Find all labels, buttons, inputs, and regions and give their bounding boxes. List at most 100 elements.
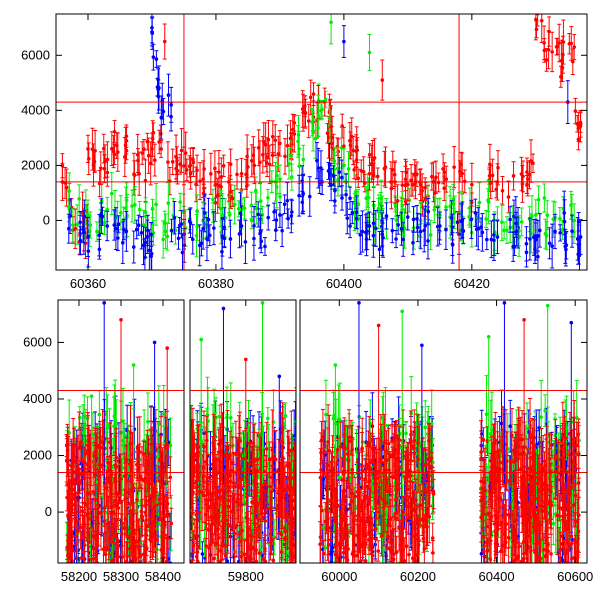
bottom-seg-0-cluster-0-red-79-marker: [65, 495, 69, 500]
top-series-1-filler-7-4: [211, 202, 216, 223]
top-series-2-filler-29-4-marker: [562, 211, 566, 215]
top-series-2-point-3: [124, 211, 129, 252]
top-series-0-point-11: [201, 160, 206, 199]
top-series-0-filler-18-5-marker: [300, 107, 305, 111]
top-series-2-filler-20-1: [384, 202, 389, 230]
top-series-2-point-20: [380, 212, 385, 257]
top-series-2-filler-28-2-marker: [536, 234, 540, 238]
top-series-0-filler-5-1-marker: [132, 172, 136, 176]
top-series-2-filler-21-1-marker: [405, 215, 410, 219]
top-series-2-filler-2-4-marker: [121, 240, 125, 245]
top-series-0-filler-17-0: [285, 124, 290, 167]
bottom-seg-0-cluster-0-red-78-marker: [165, 536, 170, 540]
top-series-0-filler-31-4-marker: [488, 162, 492, 166]
top-series-2-filler-22-4-marker: [426, 239, 430, 243]
top-series-0-point-14-marker: [239, 171, 244, 176]
top-series-1-point-13-marker: [316, 114, 321, 118]
top-series-0-point-37-marker: [572, 45, 577, 49]
top-series-0-filler-22-5-marker: [351, 148, 355, 153]
top-series-2-point-7-marker: [169, 103, 173, 107]
top-series-2-filler-20-5-marker: [381, 235, 385, 240]
bottom-seg-0-cluster-0-green-108-marker: [111, 465, 115, 470]
top-series-2-filler-2-1-marker: [116, 222, 121, 226]
top-series-1-filler-10-3: [265, 188, 270, 207]
top-series-0-filler-34-3-marker: [544, 58, 549, 62]
top-series-2-point-21: [399, 211, 404, 246]
top-series-2-point-5-marker: [150, 25, 154, 30]
top-series-1-point-10-marker: [258, 199, 263, 203]
top-series-1-filler-3-1-marker: [133, 203, 137, 207]
top-series-0-filler-19-2-marker: [306, 119, 311, 123]
top-series-2-point-6: [156, 79, 161, 114]
top-series-2-filler-6-2-marker: [166, 93, 171, 97]
top-series-0-filler-26-2: [395, 184, 400, 218]
top-series-2-filler-8-5-marker: [187, 219, 192, 224]
top-series-2-filler-26-5-marker: [508, 217, 512, 222]
top-series-2-filler-18-5-marker: [365, 229, 369, 234]
top-series-0-point-9: [175, 157, 180, 185]
top-series-1-filler-6-3-marker: [194, 233, 199, 238]
top-series-0-filler-13-0-marker: [228, 162, 233, 167]
top-series-2-filler-25-5: [489, 220, 494, 259]
top-series-2-filler-7-3-marker: [172, 215, 177, 220]
top-series-0-point-35-marker: [546, 47, 551, 52]
top-series-2-filler-1-3-marker: [99, 214, 104, 218]
top-series-2-filler-30-3: [576, 243, 581, 265]
top-series-0-filler-30-3-marker: [452, 165, 456, 169]
top-series-0-filler-28-2-marker: [430, 174, 434, 179]
top-series-2-filler-9-4-marker: [202, 211, 207, 215]
top-series-2-filler-5-2: [154, 50, 159, 68]
top-series-1-filler-0-1-marker: [71, 223, 75, 227]
bottom-seg-0-cluster-0-red-19: [79, 530, 84, 563]
top-series-2-filler-8-5: [187, 208, 192, 234]
top-series-2-filler-4-4-marker: [147, 248, 152, 253]
top-series-0-point-25: [380, 59, 385, 101]
top-series-0-filler-35-5: [555, 37, 560, 56]
top-series-1-filler-17-3-marker: [376, 206, 381, 211]
top-series-0-filler-4-2-marker: [116, 150, 120, 154]
top-series-0-filler-2-3-marker: [92, 159, 97, 164]
top-series-0-filler-27-3: [409, 164, 414, 197]
top-series-0-filler-29-0: [436, 172, 441, 193]
top-series-0-filler-29-0-marker: [436, 180, 441, 185]
top-series-1-filler-12-3-marker: [301, 157, 306, 162]
top-series-2-filler-12-4: [274, 209, 279, 231]
top-series-0-filler-25-5-marker: [382, 166, 387, 171]
top-series-2-filler-24-0-marker: [469, 217, 474, 222]
top-series-2-filler-3-5-marker: [139, 230, 144, 235]
top-series-1-filler-0-2: [75, 204, 80, 245]
top-series-0-filler-2-2-marker: [86, 156, 91, 161]
top-series-1-filler-8-3-marker: [232, 202, 237, 207]
top-series-0-point-1-marker: [73, 226, 77, 231]
top-series-2-filler-10-3-marker: [237, 232, 242, 236]
top-series-2-filler-13-3-marker: [280, 228, 284, 233]
bottom-seg-0-cluster-0-red-68-marker: [162, 513, 167, 517]
top-series-2-filler-16-4-marker: [333, 199, 337, 203]
top-series-2-point-31: [578, 219, 583, 255]
top-series-0-filler-7-1-marker: [153, 158, 157, 162]
top-series-2-point-23-marker: [438, 224, 442, 228]
top-series-0-filler-35-4: [550, 31, 555, 73]
top-series-2-filler-19-5: [371, 200, 376, 246]
bottom-seg-0-cluster-0-green-79-marker: [123, 434, 127, 438]
top-series-0-filler-34-4: [542, 38, 547, 63]
top-series-2-filler-2-3-marker: [112, 223, 117, 227]
top-series-2-filler-0-3-marker: [78, 238, 83, 243]
top-series-0-filler-24-1-marker: [367, 152, 372, 157]
top-series-2-point-22-marker: [418, 229, 423, 234]
top-series-1-point-15: [341, 148, 346, 183]
top-series-1-filler-14-5: [332, 152, 337, 187]
top-series-2-filler-2-2-marker: [116, 236, 120, 240]
top-series-0-filler-24-5-marker: [371, 173, 376, 178]
top-series-0-point-19: [303, 98, 308, 128]
top-series-0-point-10-marker: [188, 163, 193, 168]
top-series-0-filler-26-2-marker: [395, 199, 400, 203]
top-series-2-filler-29-5: [563, 228, 568, 264]
top-series-0-filler-7-3-marker: [159, 147, 163, 151]
top-series-2-filler-7-2: [169, 218, 174, 243]
top-series-1-point-4: [143, 197, 148, 228]
top-series-0-point-2-marker: [86, 147, 90, 151]
top-series-1-filler-7-3-marker: [211, 197, 215, 202]
top-series-0-filler-1-4-marker: [78, 233, 82, 237]
